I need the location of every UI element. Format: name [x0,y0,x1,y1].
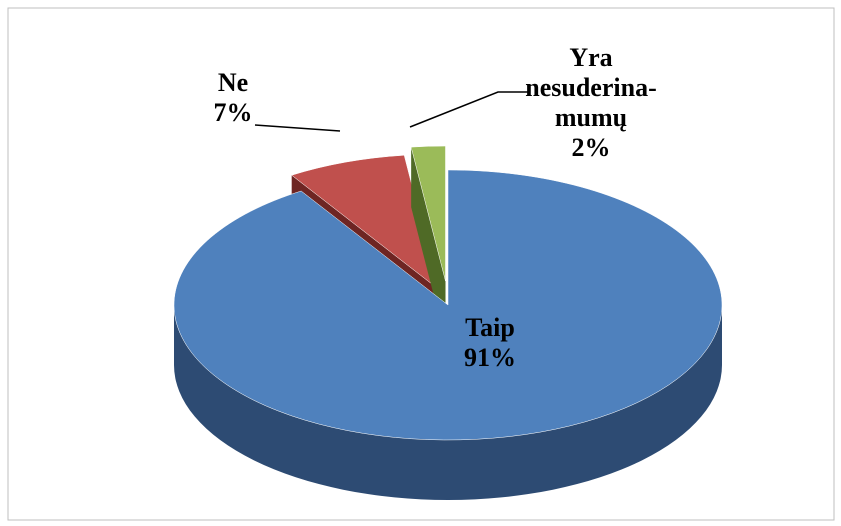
slice [291,154,439,290]
slice-side [411,147,446,342]
value-label: 2% [572,133,611,162]
value-label: 91% [464,343,516,372]
leader-line [409,91,530,128]
slice [410,145,446,282]
category-label: Taip [465,313,515,342]
slice [173,169,723,441]
value-label: 7% [214,98,253,127]
category-label: Yra nesuderina-mumų [525,43,656,132]
slice-side [174,305,722,500]
leader-line [254,124,341,132]
category-label: Ne [218,68,248,97]
